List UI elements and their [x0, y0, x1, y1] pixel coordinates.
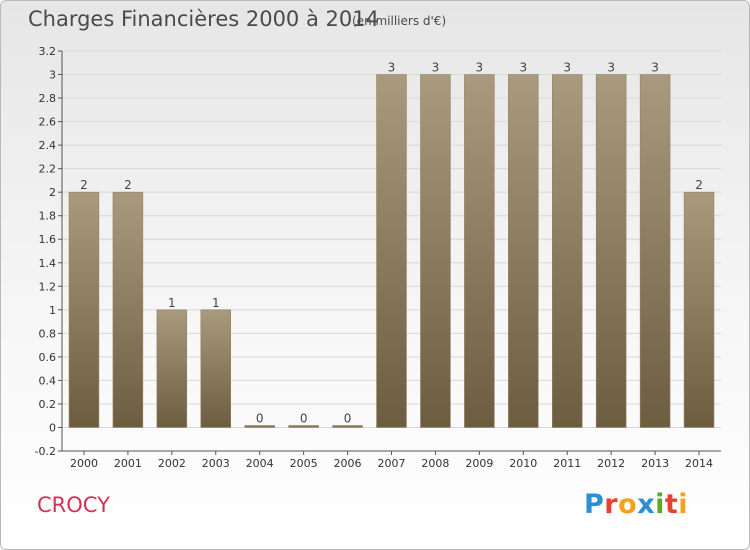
- data-label: 3: [519, 61, 527, 75]
- bar-2013: [639, 74, 671, 428]
- y-tick-label: 0: [49, 421, 56, 434]
- logo-letter: i: [655, 489, 665, 520]
- y-tick-label: 0.2: [39, 398, 57, 411]
- x-tick-label: 2002: [158, 457, 186, 470]
- x-tick-label: 2005: [290, 457, 318, 470]
- logo-letter: t: [664, 489, 679, 520]
- y-tick-label: 3: [49, 69, 56, 82]
- y-tick-label: 1.2: [39, 280, 57, 293]
- data-label: 0: [256, 411, 264, 425]
- bar-2012: [595, 74, 627, 428]
- data-label: 3: [651, 61, 659, 75]
- x-tick-label: 2003: [202, 457, 230, 470]
- x-tick-label: 2004: [246, 457, 274, 470]
- data-labels: 2 2 1 1 0 0 0 3 3 3 3 3 3 3 2: [80, 61, 703, 426]
- chart-subtitle: (en milliers d'€): [352, 14, 447, 28]
- x-tick-label: 2011: [553, 457, 581, 470]
- logo-letter: i: [678, 489, 689, 520]
- data-label: 1: [168, 296, 176, 310]
- bar-2001: [112, 191, 144, 428]
- bar-2007: [376, 74, 407, 428]
- bar-2000: [68, 191, 100, 428]
- bar-2008: [420, 74, 451, 428]
- x-tick-label: 2010: [509, 457, 537, 470]
- y-tick-label: 1.8: [39, 210, 57, 223]
- data-label: 2: [124, 178, 132, 192]
- bar-2010: [508, 74, 539, 428]
- y-tick-label: 0.8: [39, 327, 57, 340]
- axes: -0.2 0 0.2 0.4 0.6 0.8 1 1.2 1.4 1.6 1.8 2 2.2 2.4 2.6…: [35, 45, 721, 470]
- x-tick-label: 2012: [597, 457, 625, 470]
- bar-2014: [683, 191, 715, 428]
- bar-2006: [332, 425, 363, 428]
- y-tick-label: 1.4: [39, 257, 57, 270]
- logo-letter: x: [637, 489, 656, 520]
- x-tick-label: 2014: [685, 457, 713, 470]
- x-tick-label: 2006: [334, 457, 362, 470]
- chart-title: Charges Financières 2000 à 2014: [28, 7, 379, 31]
- proxiti-logo[interactable]: Proxiti: [584, 489, 688, 520]
- bar-2005: [288, 425, 319, 428]
- logo-letter: r: [604, 489, 619, 520]
- y-tick-label: 1: [49, 304, 56, 317]
- data-label: 3: [388, 61, 396, 75]
- commune-name: CROCY: [37, 493, 110, 517]
- y-tick-label: 1.6: [39, 233, 57, 246]
- bar-2003: [200, 309, 232, 428]
- x-tick-label: 2013: [641, 457, 669, 470]
- y-tick-label: -0.2: [35, 445, 56, 458]
- data-label: 2: [80, 178, 88, 192]
- bar-2002: [156, 309, 188, 428]
- y-tick-label: 2.4: [39, 139, 57, 152]
- logo-letter: o: [618, 489, 638, 520]
- y-tick-label: 3.2: [39, 45, 57, 58]
- y-tick-label: 0.6: [39, 351, 57, 364]
- x-tick-label: 2000: [70, 457, 98, 470]
- y-tick-label: 2.6: [39, 116, 57, 129]
- y-tick-label: 2.8: [39, 92, 57, 105]
- data-label: 2: [695, 178, 703, 192]
- data-label: 3: [563, 61, 571, 75]
- data-label: 3: [432, 61, 440, 75]
- bar-2011: [551, 74, 583, 428]
- data-label: 3: [476, 61, 484, 75]
- logo-letter: P: [584, 489, 605, 520]
- data-label: 0: [300, 411, 308, 425]
- x-tick-label: 2001: [114, 457, 142, 470]
- y-tick-label: 2.2: [39, 163, 57, 176]
- x-tick-label: 2009: [465, 457, 493, 470]
- bar-2004: [244, 425, 275, 428]
- data-label: 1: [212, 296, 220, 310]
- x-tick-label: 2007: [378, 457, 406, 470]
- data-label: 0: [344, 411, 352, 425]
- y-tick-label: 0.4: [39, 374, 57, 387]
- data-label: 3: [607, 61, 615, 75]
- x-tick-label: 2008: [421, 457, 449, 470]
- bars: [68, 74, 715, 428]
- y-tick-label: 2: [49, 186, 56, 199]
- bar-2009: [464, 74, 495, 428]
